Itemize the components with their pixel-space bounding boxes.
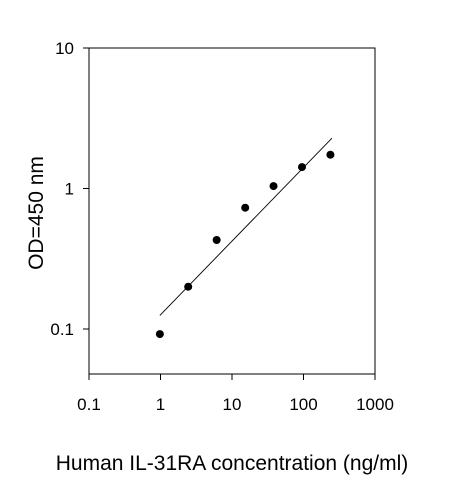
- y-tick-label: 10: [55, 39, 74, 58]
- x-tick-label: 1: [156, 395, 165, 414]
- y-axis-label: OD=450 nm: [25, 156, 48, 270]
- plot-frame: [88, 47, 376, 375]
- x-axis-label: Human IL-31RA concentration (ng/ml): [56, 452, 409, 475]
- data-point: [298, 163, 307, 172]
- axis-ticks: [83, 47, 376, 380]
- data-point: [326, 150, 335, 159]
- x-tick-label: 1000: [356, 395, 394, 414]
- y-tick-label: 0.1: [50, 320, 74, 339]
- x-tick-label: 0.1: [77, 395, 101, 414]
- y-tick-label: 1: [65, 180, 74, 199]
- data-point: [241, 203, 250, 212]
- plot-area: [88, 47, 376, 375]
- x-tick-label: 10: [223, 395, 242, 414]
- data-point: [184, 282, 193, 291]
- x-tick-label: 100: [289, 395, 317, 414]
- axis-tick-labels: 0.1 1 10 100 1000 0.1 1 10: [50, 39, 394, 414]
- data-point: [212, 235, 221, 244]
- data-points: [155, 150, 335, 339]
- data-point: [269, 182, 278, 191]
- data-point: [155, 330, 164, 339]
